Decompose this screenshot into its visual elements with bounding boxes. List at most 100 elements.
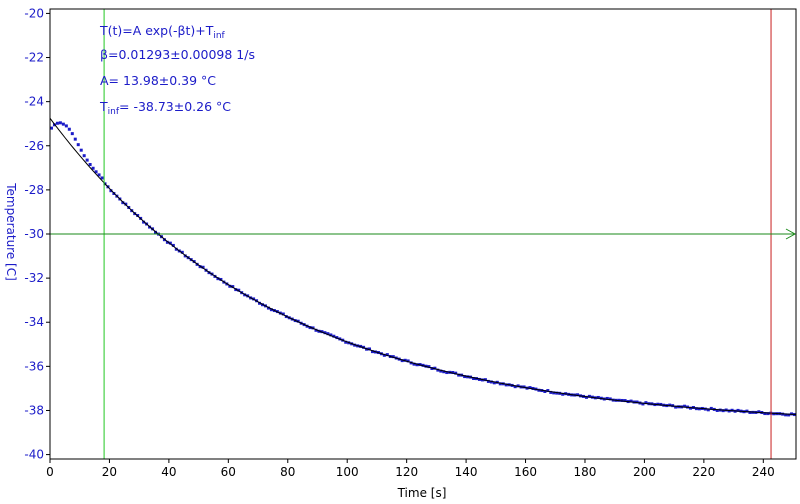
data-point <box>228 284 232 288</box>
data-point <box>382 353 386 357</box>
data-point <box>498 382 502 386</box>
data-point <box>412 362 416 366</box>
data-point <box>400 359 404 363</box>
data-point <box>281 312 285 316</box>
data-point <box>94 170 98 174</box>
data-point <box>694 407 698 411</box>
cursor-horizontal-arrow-icon[interactable] <box>785 228 797 240</box>
data-point <box>344 340 348 344</box>
data-point <box>784 413 788 417</box>
y-tick-label: -26 <box>24 139 44 153</box>
data-point <box>55 121 59 125</box>
y-tick-label: -20 <box>24 6 44 20</box>
data-point <box>76 143 80 147</box>
data-point <box>454 371 458 375</box>
x-tick-label: 60 <box>221 465 236 479</box>
data-point <box>391 355 395 359</box>
data-point <box>629 399 633 403</box>
data-point <box>513 385 517 389</box>
x-tick-label: 20 <box>102 465 117 479</box>
x-tick-label: 240 <box>752 465 775 479</box>
annotation-beta: β=0.01293±0.00098 1/s <box>100 47 255 62</box>
data-point <box>492 381 496 385</box>
data-point <box>555 391 559 395</box>
data-point <box>644 401 648 405</box>
data-point <box>216 277 220 281</box>
y-axis-label: Temperature [C] <box>4 182 18 281</box>
data-point <box>472 376 476 380</box>
data-point <box>314 328 318 332</box>
data-point <box>269 308 273 312</box>
data-point <box>370 350 374 354</box>
data-point <box>721 409 725 413</box>
data-point <box>100 176 104 180</box>
data-point <box>688 406 692 410</box>
plot-frame <box>49 8 797 460</box>
data-point <box>451 371 455 375</box>
data-point <box>596 395 600 399</box>
data-point <box>174 247 178 251</box>
data-point <box>67 127 71 131</box>
data-point <box>763 412 767 416</box>
data-point <box>641 402 645 406</box>
data-point <box>576 393 580 397</box>
x-tick-label: 220 <box>692 465 715 479</box>
data-point <box>623 399 627 403</box>
data-point <box>549 390 553 394</box>
data-point <box>748 410 752 414</box>
data-point <box>79 148 83 152</box>
data-point <box>73 137 77 141</box>
data-point <box>683 404 687 408</box>
data-point <box>504 383 508 387</box>
data-point <box>61 122 65 126</box>
data-point <box>82 154 86 158</box>
data-point <box>231 285 235 289</box>
data-point <box>709 406 713 410</box>
data-point <box>433 366 437 370</box>
data-point <box>49 126 53 130</box>
data-point <box>121 201 125 205</box>
data-point <box>142 220 146 224</box>
data-point <box>706 408 710 412</box>
data-series <box>49 121 797 417</box>
x-tick-label: 120 <box>395 465 418 479</box>
x-axis-label: Time [s] <box>397 486 447 500</box>
x-tick-label: 180 <box>574 465 597 479</box>
y-tick-label: -32 <box>24 271 44 285</box>
data-point <box>608 397 612 401</box>
data-point <box>406 359 410 363</box>
data-point <box>697 407 701 411</box>
data-point <box>258 301 262 305</box>
y-tick-label: -38 <box>24 403 44 417</box>
data-point <box>329 333 333 337</box>
x-tick-label: 200 <box>633 465 656 479</box>
data-point <box>620 398 624 402</box>
x-tick-label: 160 <box>514 465 537 479</box>
data-point <box>368 347 371 351</box>
data-point <box>180 250 184 254</box>
data-point <box>561 392 565 396</box>
data-point <box>757 410 761 414</box>
data-point <box>171 243 175 247</box>
x-tick-label: 80 <box>280 465 295 479</box>
fit-annotation: T(t)=A exp(-βt)+Tinf β=0.01293±0.00098 1… <box>99 23 255 117</box>
data-point <box>635 400 639 404</box>
data-point <box>415 363 419 367</box>
x-tick-label: 0 <box>46 465 54 479</box>
data-point <box>237 288 241 292</box>
data-point <box>323 331 327 335</box>
data-point <box>489 380 493 384</box>
data-point <box>745 409 749 413</box>
data-point <box>528 386 532 390</box>
annotation-amplitude: A= 13.98±0.39 °C <box>100 73 216 88</box>
data-point <box>584 395 588 399</box>
data-point <box>486 379 490 383</box>
annotation-model: T(t)=A exp(-βt)+Tinf <box>99 23 226 41</box>
data-point <box>457 373 461 377</box>
data-point <box>332 334 336 338</box>
data-point <box>445 371 449 375</box>
data-point <box>165 240 169 244</box>
data-point <box>64 124 68 128</box>
data-point <box>385 353 389 357</box>
data-point <box>58 121 62 125</box>
